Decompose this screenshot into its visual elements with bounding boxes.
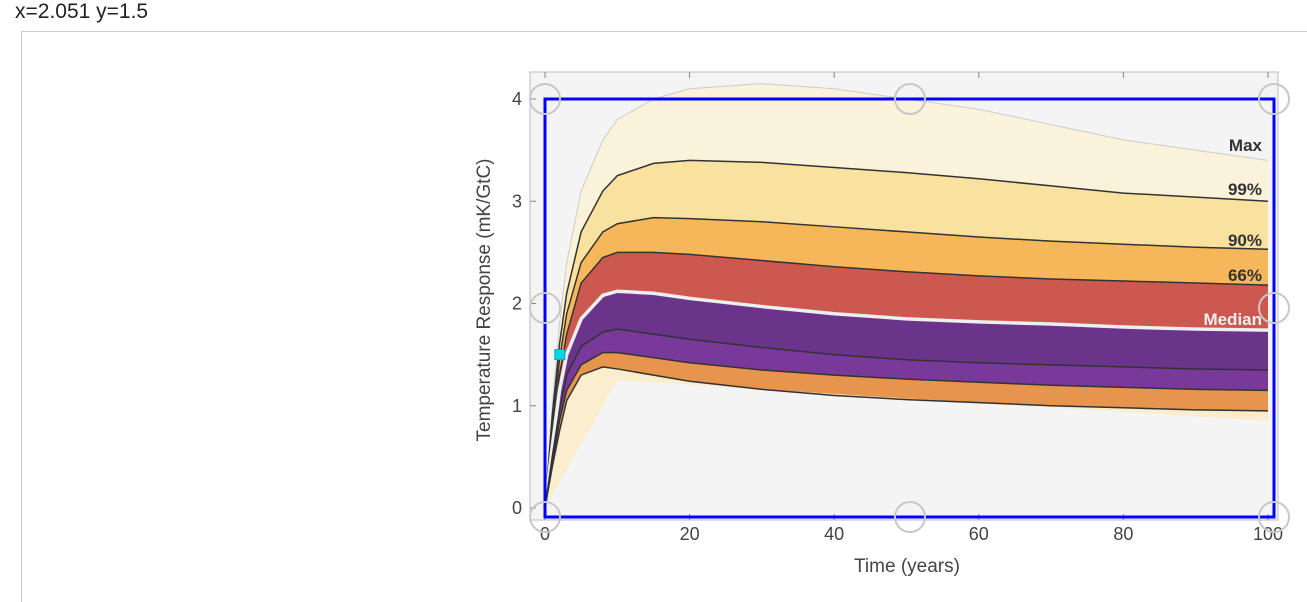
resize-handle[interactable] [529,501,561,533]
series-label: 99% [1228,180,1262,199]
y-tick-label: 3 [512,191,522,211]
band-lower66 [545,329,1268,508]
band-66 [545,252,1268,508]
series-line-lower90 [544,351,1269,509]
band-99 [545,160,1268,508]
series-line-lower66 [544,328,1269,509]
series-line-max [544,83,1269,509]
series-label: 66% [1228,266,1262,285]
band-lower90 [545,352,1268,508]
x-tick-label: 20 [680,524,700,544]
resize-handle[interactable] [1258,83,1290,115]
band-max [545,83,1268,508]
band-90 [545,217,1268,509]
series-line-66 [544,251,1269,509]
x-tick-label: 60 [969,524,989,544]
cursor-point-marker[interactable] [554,349,566,361]
x-tick-label: 80 [1113,524,1133,544]
x-tick-label: 40 [824,524,844,544]
series-label: Median [1203,310,1262,329]
resize-handle[interactable] [1258,292,1290,324]
resize-handle[interactable] [529,292,561,324]
y-axis-label: Temperature Response (mK/GtC) [474,159,495,442]
image-panel [21,31,1307,602]
series-line-lower99 [544,366,1269,509]
x-tick-label: 100 [1253,524,1283,544]
y-tick-label: 2 [512,294,522,314]
y-tick-label: 4 [512,89,522,109]
series-line-90 [544,216,1269,509]
resize-handle[interactable] [529,83,561,115]
coordinate-readout: x=2.051 y=1.5 [15,0,149,23]
resize-handle[interactable] [1258,501,1290,533]
chart[interactable]: Max 99% 90% 66% Median 0 20 40 60 80 100 0 1 2 3 4 Time … [0,0,1307,584]
series-label: Max [1229,136,1263,155]
y-tick-label: 1 [512,396,522,416]
selection-rectangle[interactable] [543,97,1276,519]
x-axis-label: Time (years) [854,556,960,577]
resize-handle[interactable] [894,83,926,115]
x-tick-label: 0 [540,524,550,544]
resize-handle[interactable] [894,501,926,533]
series-line-median [543,289,1269,509]
band-median [545,291,1268,508]
series-line-99 [544,159,1269,509]
series-label: 90% [1228,231,1262,250]
y-tick-label: 0 [512,498,522,518]
